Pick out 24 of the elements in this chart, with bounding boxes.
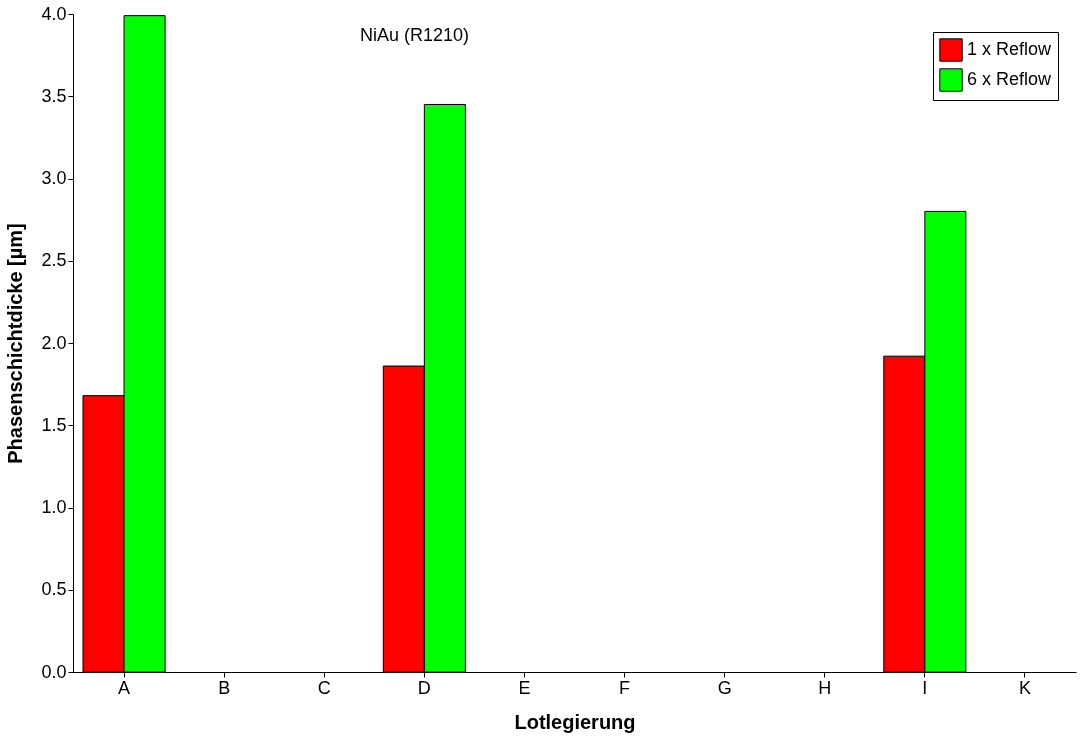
legend-label: 6 x Reflow — [967, 69, 1053, 89]
y-tick-label: 2.5 — [41, 250, 67, 271]
x-tick-label: E — [518, 677, 531, 698]
y-tick-label: 0.0 — [41, 661, 67, 682]
y-tick-label: 2.0 — [41, 332, 67, 353]
y-tick-label: 1.5 — [41, 414, 67, 435]
x-tick-label: H — [818, 677, 832, 698]
x-tick-label: A — [118, 677, 131, 698]
x-tick-label: B — [218, 677, 231, 698]
legend-label: 1 x Reflow — [967, 39, 1053, 59]
x-tick-label: C — [317, 677, 331, 698]
text: NiAu (R1210) — [359, 25, 470, 45]
y-tick-label: 0.5 — [41, 579, 67, 600]
y-tick-label: 4.0 — [41, 3, 67, 24]
x-tick-label: I — [922, 677, 928, 698]
y-axis-title: Phasenschichtdicke [µm] — [4, 223, 27, 464]
x-tick-label: D — [417, 677, 431, 698]
x-axis-title: Lotlegierung — [514, 710, 636, 733]
y-tick-label: 1.0 — [41, 497, 67, 517]
y-tick-label: 3.0 — [41, 168, 67, 188]
x-tick-label: K — [1018, 677, 1031, 698]
x-tick-label: F — [619, 677, 631, 698]
x-tick-label: G — [717, 677, 732, 698]
y-tick-label: 3.5 — [41, 85, 67, 106]
